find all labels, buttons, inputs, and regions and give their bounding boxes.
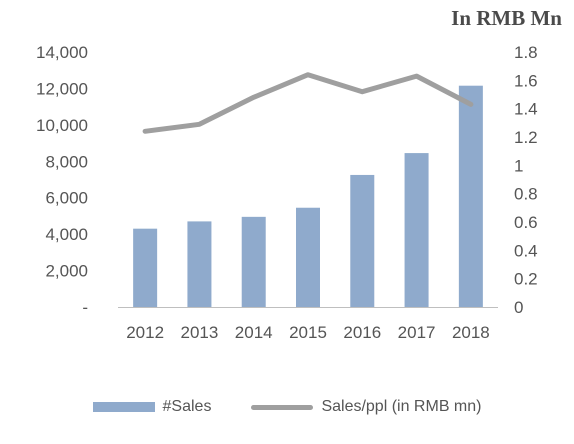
sales-bar (187, 221, 211, 307)
y-right-tick-label: 0.6 (514, 213, 538, 232)
y-right-tick-label: 0.2 (514, 270, 538, 289)
sales-bar (459, 86, 483, 307)
y-left-tick-label: 4,000 (45, 225, 88, 244)
x-tick-label: 2013 (181, 323, 219, 342)
y-left-tick-label: 10,000 (36, 116, 88, 135)
y-right-tick-label: 1.4 (514, 100, 538, 119)
sales-bar (350, 175, 374, 307)
y-left-tick-label: 6,000 (45, 189, 88, 208)
y-right-tick-label: 1 (514, 156, 523, 175)
legend-swatch-bar (93, 402, 155, 412)
legend-item-sales-per-person: Sales/ppl (in RMB mn) (251, 398, 481, 416)
legend-label-sales: #Sales (163, 398, 212, 416)
sales-bar (242, 217, 266, 307)
legend-item-sales: #Sales (93, 398, 212, 416)
y-left-tick-label: 2,000 (45, 262, 88, 281)
y-left-tick-label: 8,000 (45, 152, 88, 171)
sales-bar (405, 153, 429, 307)
x-tick-label: 2012 (126, 323, 164, 342)
y-right-tick-label: 1.2 (514, 128, 538, 147)
x-tick-label: 2016 (343, 323, 381, 342)
y-right-tick-label: 0 (514, 298, 523, 317)
x-tick-label: 2014 (235, 323, 273, 342)
sales-bar (296, 208, 320, 307)
legend: #Sales Sales/ppl (in RMB mn) (0, 398, 574, 416)
legend-label-sales-per-person: Sales/ppl (in RMB mn) (321, 398, 481, 416)
y-left-tick-label: - (82, 298, 88, 317)
y-right-tick-label: 0.8 (514, 185, 538, 204)
y-right-tick-label: 0.4 (514, 241, 538, 260)
y-left-tick-label: 12,000 (36, 79, 88, 98)
x-tick-label: 2017 (398, 323, 436, 342)
sales-bar (133, 229, 157, 307)
y-left-tick-label: 14,000 (36, 43, 88, 62)
sales-per-person-line (145, 75, 471, 132)
x-tick-label: 2018 (452, 323, 490, 342)
x-tick-label: 2015 (289, 323, 327, 342)
y-right-tick-label: 1.6 (514, 71, 538, 90)
y-right-tick-label: 1.8 (514, 43, 538, 62)
legend-swatch-line (251, 405, 313, 410)
